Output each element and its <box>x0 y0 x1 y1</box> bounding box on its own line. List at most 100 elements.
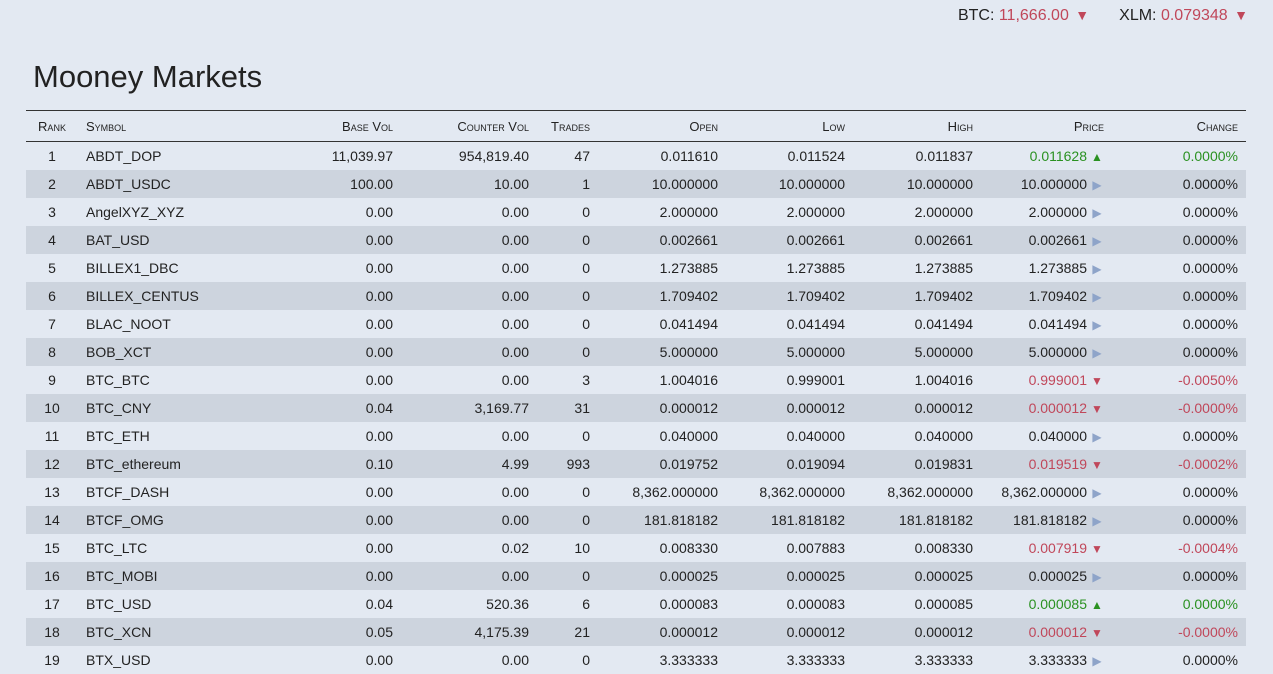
cell-high: 5.000000 <box>853 338 981 366</box>
cell-change: -0.0000% <box>1112 394 1246 422</box>
cell-trades: 0 <box>537 562 598 590</box>
cell-open: 0.019752 <box>598 450 726 478</box>
cell-price: 0.002661 ▶ <box>981 226 1112 254</box>
table-row[interactable]: 7 BLAC_NOOT 0.00 0.00 0 0.041494 0.041494 0.041… <box>26 310 1246 338</box>
cell-price: 5.000000 ▶ <box>981 338 1112 366</box>
cell-high: 0.008330 <box>914 540 973 556</box>
table-row[interactable]: 15 BTC_LTC 0.00 0.02 10 0.008330 0.007883 0.008… <box>26 534 1246 562</box>
table-row[interactable]: 3 AngelXYZ_XYZ 0.00 0.00 0 2.000000 2.000000 2.… <box>26 198 1246 226</box>
cell-symbol[interactable]: BTC_CNY <box>78 394 238 422</box>
cell-open: 0.000012 <box>598 394 726 422</box>
cell-price: 0.000012 ▼ <box>981 394 1112 422</box>
col-header-open[interactable]: Open <box>598 110 726 142</box>
table-row[interactable]: 12 BTC_ethereum 0.10 4.99 993 0.019752 0.01909… <box>26 450 1246 478</box>
right-arrow-icon: ▶ <box>1092 346 1102 360</box>
cell-open: 0.011610 <box>660 148 718 164</box>
col-header-trades[interactable]: Trades <box>537 110 598 142</box>
cell-counter-vol: 0.00 <box>501 260 529 276</box>
cell-trades: 10 <box>574 540 590 556</box>
right-arrow-icon: ▶ <box>1092 206 1102 220</box>
cell-price: 0.000012 ▼ <box>981 618 1112 646</box>
table-row[interactable]: 11 BTC_ETH 0.00 0.00 0 0.040000 0.040000 0.0400… <box>26 422 1246 450</box>
cell-base-vol: 11,039.97 <box>331 148 393 164</box>
col-header-high[interactable]: High <box>853 110 981 142</box>
table-row[interactable]: 1 ABDT_DOP 11,039.97 954,819.40 47 0.011610 0.… <box>26 142 1246 171</box>
cell-trades: 0 <box>582 260 590 276</box>
cell-symbol[interactable]: BTX_USD <box>86 652 151 668</box>
table-row[interactable]: 5 BILLEX1_DBC 0.00 0.00 0 1.273885 1.273885 1.2… <box>26 254 1246 282</box>
down-arrow-icon: ▼ <box>1234 7 1248 23</box>
price-value: 0.019519 <box>1028 456 1087 472</box>
cell-price: 0.040000 ▶ <box>981 422 1112 450</box>
cell-counter-vol: 520.36 <box>486 596 529 612</box>
table-row[interactable]: 19 BTX_USD 0.00 0.00 0 3.333333 3.333333 3.3333… <box>26 646 1246 674</box>
cell-trades: 21 <box>537 618 598 646</box>
price-value: 8,362.000000 <box>1001 484 1087 500</box>
table-row[interactable]: 16 BTC_MOBI 0.00 0.00 0 0.000025 0.000025 0.000… <box>26 562 1246 590</box>
cell-open: 3.333333 <box>659 652 718 668</box>
cell-change: 0.0000% <box>1182 204 1238 220</box>
cell-counter-vol: 954,819.40 <box>458 148 529 164</box>
cell-symbol[interactable]: BTC_USD <box>86 596 152 612</box>
cell-counter-vol: 0.02 <box>501 540 529 556</box>
price-value: 0.002661 <box>1028 232 1087 248</box>
table-row[interactable]: 6 BILLEX_CENTUS 0.00 0.00 0 1.709402 1.709402 1… <box>26 282 1246 310</box>
cell-symbol[interactable]: AngelXYZ_XYZ <box>86 204 185 220</box>
right-arrow-icon: ▶ <box>1092 430 1102 444</box>
cell-symbol[interactable]: BTC_XCN <box>78 618 238 646</box>
cell-change: 0.0000% <box>1182 484 1238 500</box>
cell-symbol[interactable]: BLAC_NOOT <box>86 316 171 332</box>
cell-symbol[interactable]: BTC_ETH <box>86 428 150 444</box>
cell-base-vol: 0.00 <box>238 226 401 254</box>
cell-symbol[interactable]: ABDT_DOP <box>86 148 162 164</box>
cell-price: 181.818182 ▶ <box>981 506 1112 534</box>
cell-symbol[interactable]: BAT_USD <box>78 226 238 254</box>
table-row[interactable]: 8 BOB_XCT 0.00 0.00 0 5.000000 5.000000 5.00000… <box>26 338 1246 366</box>
col-header-base-vol[interactable]: Base Vol <box>238 110 401 142</box>
table-row[interactable]: 18 BTC_XCN 0.05 4,175.39 21 0.000012 0.000012 0… <box>26 618 1246 646</box>
cell-symbol[interactable]: BTC_LTC <box>86 540 148 556</box>
cell-rank: 13 <box>44 484 60 500</box>
table-row[interactable]: 9 BTC_BTC 0.00 0.00 3 1.004016 0.999001 1.00401… <box>26 366 1246 394</box>
cell-symbol[interactable]: BTC_MOBI <box>78 562 238 590</box>
cell-symbol[interactable]: BTCF_OMG <box>78 506 238 534</box>
price-value: 0.007919 <box>1028 540 1087 556</box>
col-header-counter-vol[interactable]: Counter Vol <box>401 110 537 142</box>
cell-symbol[interactable]: BTC_ethereum <box>78 450 238 478</box>
cell-base-vol: 0.00 <box>365 540 393 556</box>
cell-symbol[interactable]: BILLEX1_DBC <box>86 260 179 276</box>
col-header-change[interactable]: Change <box>1112 110 1246 142</box>
cell-low: 0.000025 <box>726 562 853 590</box>
down-arrow-icon: ▼ <box>1091 626 1103 640</box>
ticker-value: 11,666.00 <box>998 7 1069 24</box>
cell-rank: 5 <box>48 260 56 276</box>
cell-price: 8,362.000000 ▶ <box>981 478 1112 506</box>
ticker-btc: BTC: 11,666.00 ▼ <box>958 7 1089 25</box>
cell-trades: 993 <box>537 450 598 478</box>
col-header-rank[interactable]: Rank <box>26 110 78 142</box>
cell-symbol[interactable]: BILLEX_CENTUS <box>78 282 238 310</box>
cell-low: 0.040000 <box>786 428 845 444</box>
table-row[interactable]: 17 BTC_USD 0.04 520.36 6 0.000083 0.000083 0.00… <box>26 590 1246 618</box>
table-row[interactable]: 13 BTCF_DASH 0.00 0.00 0 8,362.000000 8,362.00… <box>26 478 1246 506</box>
table-row[interactable]: 4 BAT_USD 0.00 0.00 0 0.002661 0.002661 0.00266… <box>26 226 1246 254</box>
cell-price: 0.000085 ▲ <box>981 590 1112 618</box>
col-header-price[interactable]: Price <box>981 110 1112 142</box>
cell-change: 0.0000% <box>1182 652 1238 668</box>
cell-base-vol: 0.04 <box>365 596 393 612</box>
col-header-low[interactable]: Low <box>726 110 853 142</box>
cell-base-vol: 0.00 <box>238 338 401 366</box>
cell-symbol[interactable]: BTC_BTC <box>86 372 150 388</box>
col-header-symbol[interactable]: Symbol <box>78 110 238 142</box>
cell-counter-vol: 0.00 <box>401 282 537 310</box>
cell-symbol[interactable]: BOB_XCT <box>78 338 238 366</box>
cell-low: 0.000083 <box>786 596 845 612</box>
table-row[interactable]: 14 BTCF_OMG 0.00 0.00 0 181.818182 181.818182 1… <box>26 506 1246 534</box>
cell-symbol[interactable]: BTCF_DASH <box>86 484 170 500</box>
table-row[interactable]: 2 ABDT_USDC 100.00 10.00 1 10.000000 10.000000… <box>26 170 1246 198</box>
cell-change: 0.0000% <box>1112 338 1246 366</box>
cell-trades: 0 <box>582 428 590 444</box>
table-row[interactable]: 10 BTC_CNY 0.04 3,169.77 31 0.000012 0.000012 0… <box>26 394 1246 422</box>
cell-price: 3.333333 ▶ <box>981 646 1112 674</box>
cell-symbol[interactable]: ABDT_USDC <box>78 170 238 198</box>
